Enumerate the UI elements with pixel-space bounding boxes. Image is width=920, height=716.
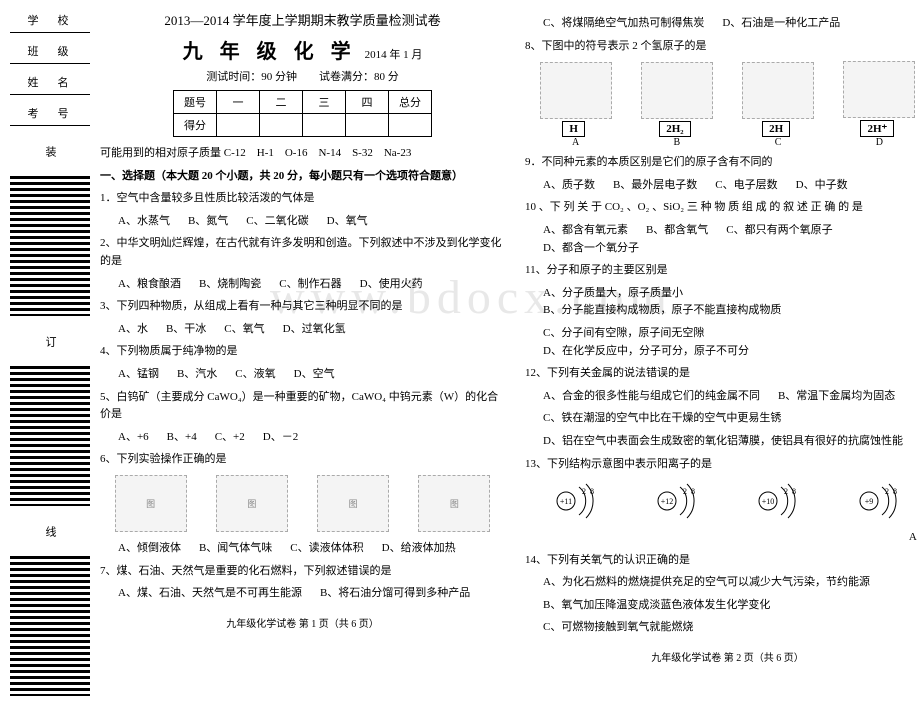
q8-stem: 8、下图中的符号表示 2 个氢原子的是 <box>525 38 920 56</box>
svg-text:8: 8 <box>590 487 594 496</box>
fig-q6a: 图 <box>115 475 187 532</box>
q13-ans: A . <box>525 529 920 547</box>
xian-text: 线 <box>42 516 58 546</box>
info-strip: 学 校 班 级 姓 名 考 号 装 订 线 <box>10 10 90 706</box>
q12-opts3: D、铝在空气中表面会生成致密的氧化铝薄膜，使铝具有很好的抗腐蚀性能 <box>543 433 920 451</box>
q11-stem: 11、分子和原子的主要区别是 <box>525 262 920 280</box>
q9-opts: A、质子数B、最外层电子数C、电子层数D、中子数 <box>543 177 920 195</box>
page-2: C、将煤隔绝空气加热可制得焦炭D、石油是一种化工产品 8、下图中的符号表示 2 … <box>525 10 920 706</box>
fig-q8b <box>641 62 713 119</box>
atom-c: +10 28 <box>748 479 808 523</box>
fig-q6c: 图 <box>317 475 389 532</box>
q10-opts: A、都含有氧元素B、都含氧气C、都只有两个氧原子D、都含一个氧分子 <box>543 222 920 257</box>
q7-opts1: A、煤、石油、天然气是不可再生能源B、将石油分馏可得到多种产品 <box>118 585 505 603</box>
q1-opts: A、水蒸气B、氮气C、二氧化碳D、氧气 <box>118 213 505 231</box>
q6-opts: A、倾倒液体B、闻气体气味C、读液体体积D、给液体加热 <box>118 540 505 558</box>
score-table: 题号一二 三四总分 得分 <box>173 90 432 137</box>
fig-q6d: 图 <box>418 475 490 532</box>
q3-stem: 3、下列四种物质，从组成上看有一种与其它三种明显不同的是 <box>100 298 505 316</box>
class-label: 班 级 <box>10 41 90 64</box>
q1-stem: 1．空气中含量较多且性质比较活泼的气体是 <box>100 190 505 208</box>
title-line1: 2013—2014 学年度上学期期末教学质量检测试卷 <box>100 10 505 29</box>
q14-opts: A、为化石燃料的燃烧提供充足的空气可以减少大气污染，节约能源 <box>543 574 920 592</box>
q5-stem: 5、白钨矿（主要成分 CaWO₄）是一种重要的矿物，CaWO₄ 中钨元素（W）的… <box>100 389 505 424</box>
stripe-block <box>10 556 90 696</box>
q12-opts: A、合金的很多性能与组成它们的纯金属不同B、常温下金属均为固态 <box>543 388 920 406</box>
q14-opts3: C、可燃物接触到氧气就能燃烧 <box>543 619 920 637</box>
svg-text:8: 8 <box>893 487 897 496</box>
q7-opts2: C、将煤隔绝空气加热可制得焦炭D、石油是一种化工产品 <box>543 15 920 33</box>
footer-p2: 九年级化学试卷 第 2 页（共 6 页） <box>525 649 920 664</box>
stripe-block <box>10 176 90 316</box>
ding-text: 订 <box>42 326 58 356</box>
q3-opts: A、水B、干冰C、氧气D、过氧化氢 <box>118 321 505 339</box>
svg-text:8: 8 <box>792 487 796 496</box>
zhuang-text: 装 <box>42 136 58 166</box>
atomic-mass: 可能用到的相对原子质量 C-12 H-1 O-16 N-14 S-32 Na-2… <box>100 145 505 163</box>
page-1: 2013—2014 学年度上学期期末教学质量检测试卷 九 年 级 化 学2014… <box>100 10 505 706</box>
svg-text:+12: +12 <box>661 497 674 506</box>
svg-text:2: 2 <box>885 487 889 496</box>
q12-stem: 12、下列有关金属的说法错误的是 <box>525 365 920 383</box>
svg-text:2: 2 <box>683 487 687 496</box>
footer-p1: 九年级化学试卷 第 1 页（共 6 页） <box>100 615 505 630</box>
q9-stem: 9．不同种元素的本质区别是它们的原子含有不同的 <box>525 154 920 172</box>
title-line2: 九 年 级 化 学2014 年 1 月 <box>100 35 505 64</box>
q11-opts2: C、分子间有空隙，原子间无空隙D、在化学反应中，分子可分，原子不可分 <box>543 325 920 360</box>
q7-stem: 7、煤、石油、天然气是重要的化石燃料，下列叙述错误的是 <box>100 563 505 581</box>
svg-text:8: 8 <box>691 487 695 496</box>
svg-text:+10: +10 <box>762 497 775 506</box>
school-label: 学 校 <box>10 10 90 33</box>
section1-title: 一、选择题（本大题 20 个小题，共 20 分，每小题只有一个选项符合题意） <box>100 168 505 186</box>
q6-stem: 6、下列实验操作正确的是 <box>100 451 505 469</box>
q4-opts: A、锰钢B、汽水C、液氧D、空气 <box>118 366 505 384</box>
q12-opts2: C、铁在潮湿的空气中比在干燥的空气中更易生锈 <box>543 410 920 428</box>
q2-opts: A、粮食酿酒B、烧制陶瓷C、制作石器D、使用火药 <box>118 276 505 294</box>
stripe-block <box>10 366 90 506</box>
atom-b: +12 28 <box>647 479 707 523</box>
svg-text:+9: +9 <box>865 497 874 506</box>
q13-stem: 13、下列结构示意图中表示阳离子的是 <box>525 456 920 474</box>
q8-figs: HA 2H₂B 2HC 2H⁺D <box>525 61 920 148</box>
q10-stem: 10 、下 列 关 于 CO₂ 、O₂ 、SiO₂ 三 种 物 质 组 成 的 … <box>525 199 920 217</box>
q11-opts: A、分子质量大，原子质量小B、分子能直接构成物质，原子不能直接构成物质 <box>543 285 920 320</box>
fig-q6b: 图 <box>216 475 288 532</box>
fig-q8d <box>843 61 915 118</box>
atom-a: +11 28 <box>546 479 606 523</box>
q6-figs: 图 图 图 图 <box>100 475 505 534</box>
fig-q8c <box>742 62 814 119</box>
svg-text:+11: +11 <box>560 497 572 506</box>
fig-q8a <box>540 62 612 119</box>
q4-stem: 4、下列物质属于纯净物的是 <box>100 343 505 361</box>
svg-text:2: 2 <box>582 487 586 496</box>
svg-text:2: 2 <box>784 487 788 496</box>
q2-stem: 2、中华文明灿烂辉煌，在古代就有许多发明和创造。下列叙述中不涉及到化学变化的是 <box>100 235 505 270</box>
q14-opts2: B、氧气加压降温变成淡蓝色液体发生化学变化 <box>543 597 920 615</box>
examno-label: 考 号 <box>10 103 90 126</box>
q13-atoms: +1128 +1228 +1028 +928 <box>525 479 920 523</box>
q14-stem: 14、下列有关氧气的认识正确的是 <box>525 552 920 570</box>
atom-d: +9 28 <box>849 479 909 523</box>
name-label: 姓 名 <box>10 72 90 95</box>
q5-opts: A、+6B、+4C、+2D、－2 <box>118 429 505 447</box>
title-sub: 测试时间：90 分钟 试卷满分：80 分 <box>100 68 505 84</box>
